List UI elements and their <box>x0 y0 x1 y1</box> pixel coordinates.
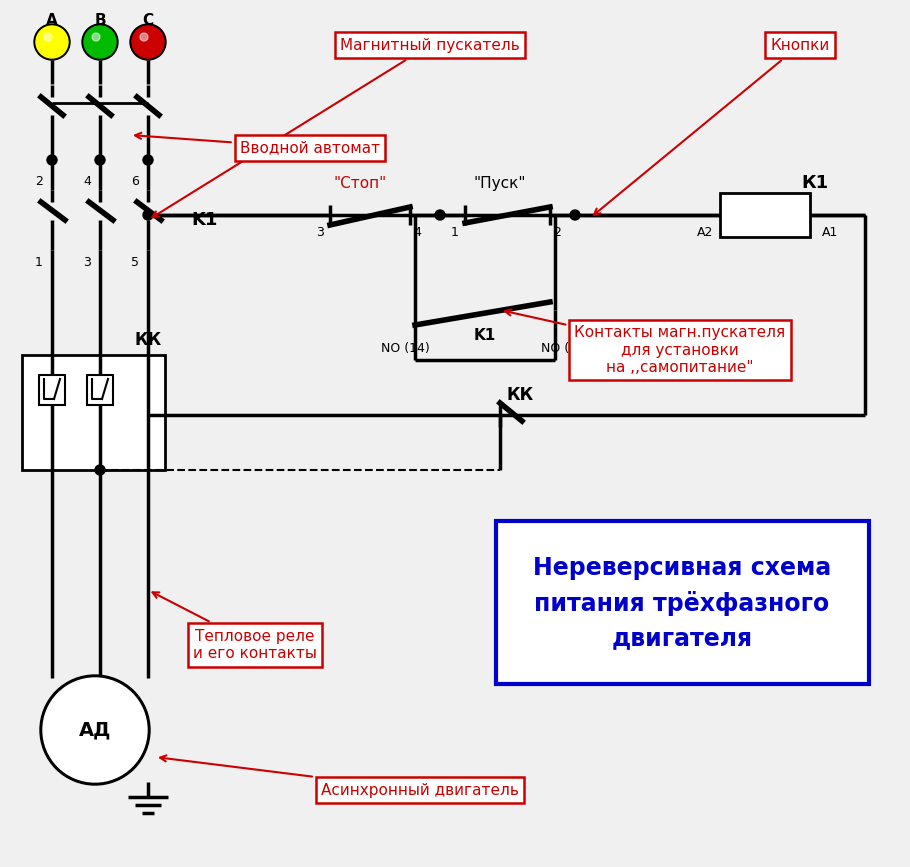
Text: A1: A1 <box>822 225 838 238</box>
Text: КК: КК <box>506 386 533 404</box>
Text: Контакты магн.пускателя
для установки
на ,,самопитание": Контакты магн.пускателя для установки на… <box>505 310 785 375</box>
Circle shape <box>44 33 52 41</box>
Text: Магнитный пускатель: Магнитный пускатель <box>152 37 520 218</box>
Text: NO (13): NO (13) <box>541 342 590 355</box>
Text: 3: 3 <box>316 225 324 238</box>
Circle shape <box>43 678 147 782</box>
Text: B: B <box>95 12 106 28</box>
Text: 3: 3 <box>83 256 91 269</box>
Text: Асинхронный двигатель: Асинхронный двигатель <box>160 755 519 798</box>
Circle shape <box>95 155 105 165</box>
Circle shape <box>435 210 445 220</box>
Bar <box>720 193 810 237</box>
Circle shape <box>143 210 153 220</box>
Text: NO (14): NO (14) <box>380 342 430 355</box>
Text: 1: 1 <box>35 256 43 269</box>
FancyBboxPatch shape <box>496 521 869 684</box>
Text: АД: АД <box>79 720 111 740</box>
Circle shape <box>84 26 116 58</box>
Text: Вводной автомат: Вводной автомат <box>135 133 380 155</box>
Bar <box>39 375 65 405</box>
Text: "Пуск": "Пуск" <box>474 175 526 191</box>
Text: 1: 1 <box>451 225 459 238</box>
Text: 4: 4 <box>83 174 91 187</box>
Circle shape <box>140 33 148 41</box>
Text: Нереверсивная схема
питания трёхфазного
двигателя: Нереверсивная схема питания трёхфазного … <box>533 556 831 650</box>
Circle shape <box>570 210 580 220</box>
Text: 2: 2 <box>553 225 561 238</box>
Bar <box>87 375 113 405</box>
Circle shape <box>143 155 153 165</box>
Circle shape <box>130 24 166 60</box>
Text: K1: K1 <box>474 328 496 342</box>
Circle shape <box>95 465 105 475</box>
Text: K1: K1 <box>192 211 218 229</box>
Text: 5: 5 <box>131 256 139 269</box>
Circle shape <box>92 33 100 41</box>
Text: КК: КК <box>135 331 162 349</box>
Text: К1: К1 <box>802 174 829 192</box>
Text: A2: A2 <box>697 225 713 238</box>
Text: 2: 2 <box>35 174 43 187</box>
Bar <box>22 355 165 470</box>
Circle shape <box>40 675 150 785</box>
Circle shape <box>36 26 68 58</box>
Circle shape <box>132 26 164 58</box>
Text: Тепловое реле
и его контакты: Тепловое реле и его контакты <box>153 592 317 662</box>
Circle shape <box>34 24 70 60</box>
Text: C: C <box>143 12 154 28</box>
Circle shape <box>82 24 118 60</box>
Text: "Стоп": "Стоп" <box>333 175 387 191</box>
Text: A: A <box>46 12 58 28</box>
Circle shape <box>47 155 57 165</box>
Text: Кнопки: Кнопки <box>594 37 830 215</box>
Text: 4: 4 <box>413 225 421 238</box>
Text: 6: 6 <box>131 174 139 187</box>
